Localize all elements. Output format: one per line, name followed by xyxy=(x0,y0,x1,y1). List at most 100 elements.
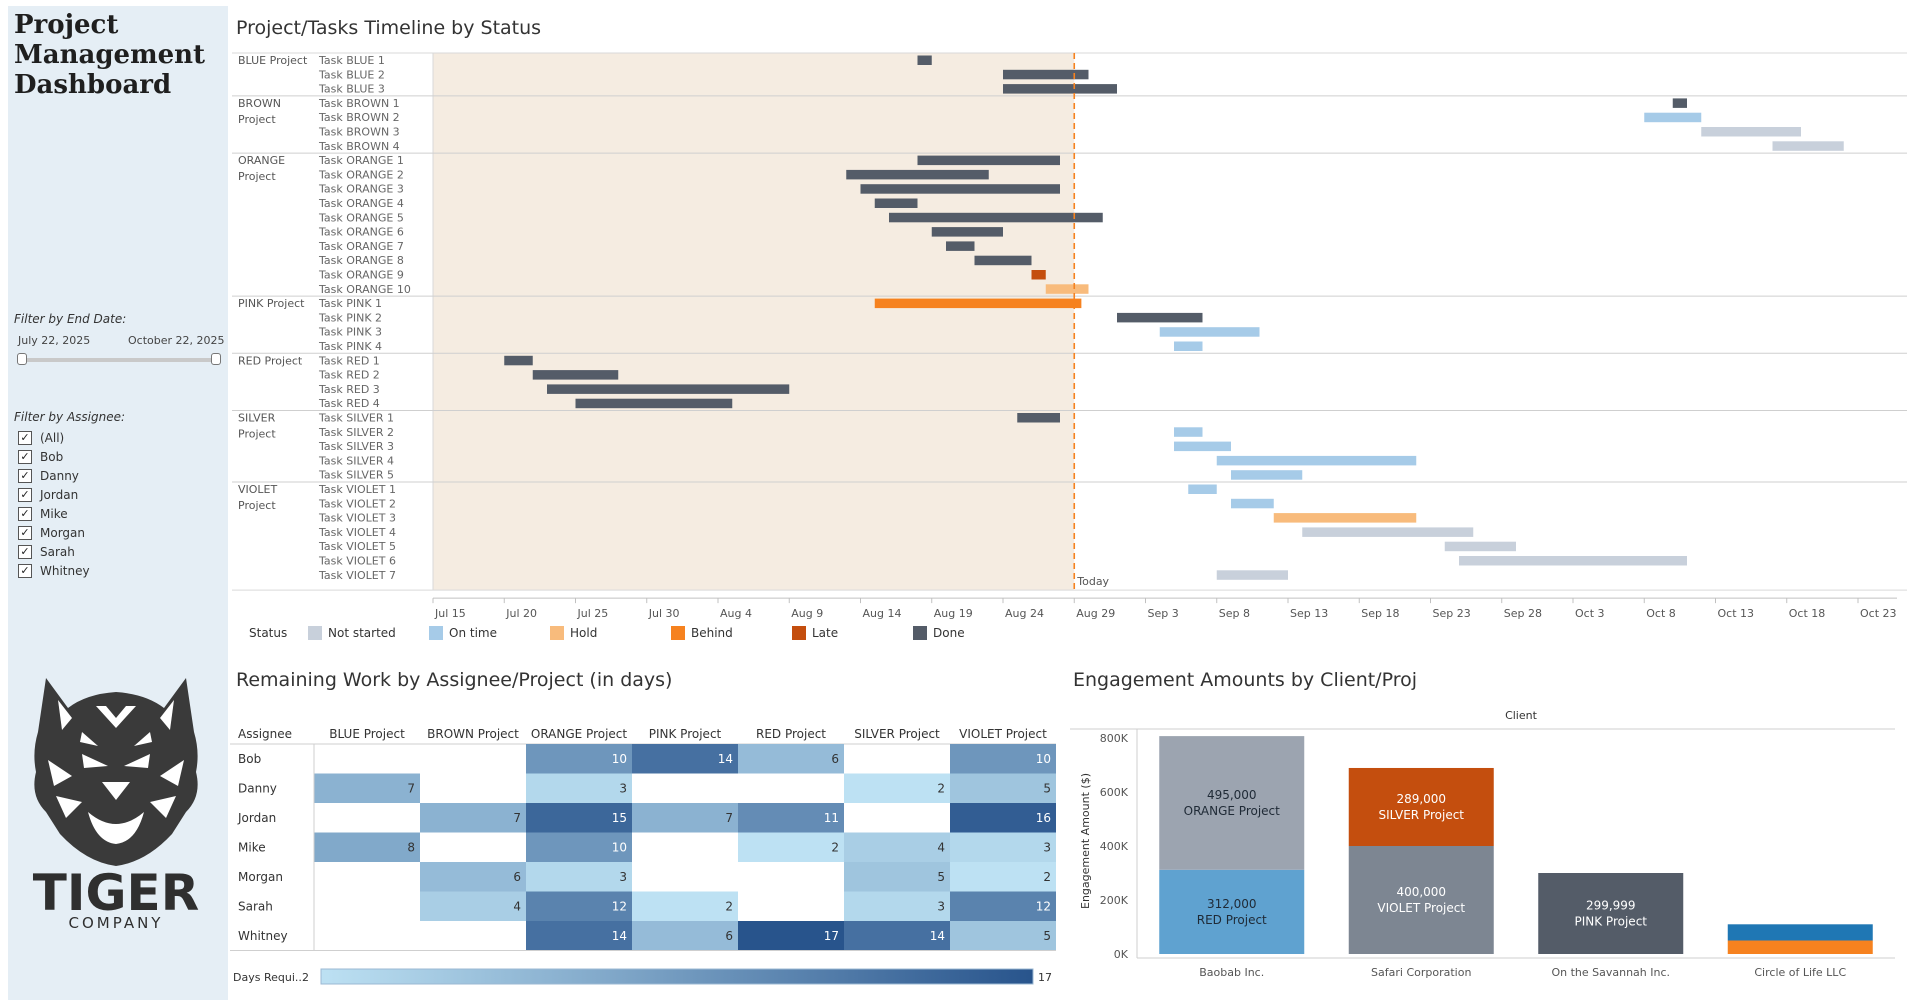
assignee-filter-item[interactable]: ✓ Danny xyxy=(18,467,79,485)
bar-segment xyxy=(1538,873,1684,954)
x-category-label: Circle of Life LLC xyxy=(1754,966,1846,979)
task-label: Task BLUE 1 xyxy=(318,54,385,67)
chart-subtitle: Client xyxy=(1505,709,1538,722)
assignee-filter-item[interactable]: ✓ Bob xyxy=(18,448,63,466)
heatmap-cell xyxy=(420,891,526,921)
bar-value-label: 299,999 xyxy=(1586,899,1636,913)
heatmap-cell xyxy=(738,921,844,951)
heatmap-cell xyxy=(632,891,738,921)
assignee-filter-label: Mike xyxy=(40,507,68,521)
heatmap-cell-value: 2 xyxy=(725,899,733,913)
checkbox-icon[interactable]: ✓ xyxy=(18,469,32,483)
task-label: Task RED 4 xyxy=(318,397,380,410)
bar-project-label: ORANGE Project xyxy=(1184,804,1281,818)
checkbox-icon[interactable]: ✓ xyxy=(18,431,32,445)
task-label: Task VIOLET 7 xyxy=(318,569,396,582)
heatmap-row-label: Jordan xyxy=(237,811,276,825)
heatmap-cell-value: 5 xyxy=(1043,929,1051,943)
bar-project-label: SILVER Project xyxy=(1378,808,1464,822)
task-label: Task SILVER 1 xyxy=(318,412,394,425)
bar-segment xyxy=(1348,767,1494,846)
task-bar xyxy=(1444,541,1516,552)
heatmap-cell-value: 4 xyxy=(513,899,521,913)
heatmap-cell xyxy=(526,803,632,833)
assignee-filter-item[interactable]: ✓ (All) xyxy=(18,429,64,447)
assignee-filter-item[interactable]: ✓ Whitney xyxy=(18,562,90,580)
heatmap-cell xyxy=(950,921,1056,951)
legend-item: On time xyxy=(429,626,497,640)
bar-segment xyxy=(1348,846,1494,954)
assignee-filter-item[interactable]: ✓ Sarah xyxy=(18,543,75,561)
heatmap-cell xyxy=(844,832,950,862)
legend-item: Late xyxy=(792,626,838,640)
task-bar xyxy=(547,384,790,394)
task-bar xyxy=(1302,527,1474,537)
task-bar xyxy=(575,398,733,409)
heatmap-row-label: Whitney xyxy=(238,929,288,943)
heatmap-cell xyxy=(526,773,632,803)
heatmap-cell xyxy=(844,921,950,951)
today-label: Today xyxy=(1076,575,1109,588)
legend-label: Done xyxy=(933,626,965,640)
axis-tick-label: Jul 20 xyxy=(505,607,537,620)
heatmap-cell xyxy=(950,744,1056,774)
checkbox-icon[interactable]: ✓ xyxy=(18,488,32,502)
bar-value-label: 400,000 xyxy=(1396,885,1446,899)
checkbox-icon[interactable]: ✓ xyxy=(18,526,32,540)
legend-swatch xyxy=(671,626,685,640)
heatmap-column-header: ORANGE Project xyxy=(531,727,628,741)
checkbox-icon[interactable]: ✓ xyxy=(18,507,32,521)
assignee-filter-label: Danny xyxy=(40,469,79,483)
heatmap-cell-value: 3 xyxy=(619,870,627,884)
tiger-head-icon xyxy=(34,678,198,866)
task-bar xyxy=(1174,341,1203,351)
checkbox-icon[interactable]: ✓ xyxy=(18,450,32,464)
axis-tick-label: Aug 24 xyxy=(1005,607,1044,620)
task-bar xyxy=(1188,484,1217,494)
task-label: Task ORANGE 3 xyxy=(318,183,404,196)
assignee-filter-item[interactable]: ✓ Jordan xyxy=(18,486,78,504)
assignee-filter-item[interactable]: ✓ Morgan xyxy=(18,524,85,542)
heatmap-cell-value: 2 xyxy=(937,781,945,795)
assignee-filter-item[interactable]: ✓ Mike xyxy=(18,505,68,523)
legend-label: Behind xyxy=(691,626,733,640)
assignee-filter-label: Filter by Assignee: xyxy=(14,410,126,424)
heatmap-cell xyxy=(950,832,1056,862)
legend-swatch xyxy=(550,626,564,640)
legend-item: Not started xyxy=(308,626,396,640)
heatmap-row-label: Danny xyxy=(238,781,277,795)
project-label: Project xyxy=(238,170,276,183)
project-label: Project xyxy=(238,113,276,126)
end-date-slider-start-handle[interactable] xyxy=(17,353,27,365)
heatmap-chart: Assignee BLUE Project BROWN Project ORANGE … xyxy=(230,727,1056,985)
axis-tick-label: Oct 18 xyxy=(1789,607,1826,620)
legend-swatch xyxy=(792,626,806,640)
legend-swatch xyxy=(913,626,927,640)
task-label: Task BLUE 3 xyxy=(318,83,385,96)
y-tick-label: 0K xyxy=(1114,948,1129,961)
axis-tick-label: Sep 8 xyxy=(1219,607,1250,620)
heatmap-cell-value: 10 xyxy=(1036,752,1051,766)
heatmap-cell-value: 10 xyxy=(612,840,627,854)
end-date-slider-end-handle[interactable] xyxy=(211,353,221,365)
checkbox-icon[interactable]: ✓ xyxy=(18,545,32,559)
task-label: Task VIOLET 2 xyxy=(318,497,396,510)
heatmap-cell xyxy=(844,862,950,892)
task-bar xyxy=(1231,498,1274,509)
axis-tick-label: Jul 30 xyxy=(648,607,680,620)
axis-tick-label: Jul 15 xyxy=(434,607,466,620)
task-label: Task RED 3 xyxy=(318,383,380,396)
task-bar xyxy=(1017,413,1060,423)
checkbox-icon[interactable]: ✓ xyxy=(18,564,32,578)
task-label: Task BLUE 2 xyxy=(318,68,385,81)
heatmap-title: Remaining Work by Assignee/Project (in d… xyxy=(236,669,673,691)
axis-tick-label: Jul 25 xyxy=(577,607,609,620)
task-label: Task ORANGE 5 xyxy=(318,211,404,224)
task-label: Task ORANGE 1 xyxy=(318,154,404,167)
task-label: Task RED 2 xyxy=(318,369,380,382)
legend-label: On time xyxy=(449,626,497,640)
task-bar xyxy=(846,169,989,180)
scale-label: Days Requi.. xyxy=(233,971,302,984)
task-bar xyxy=(1031,270,1046,280)
end-date-slider-track[interactable] xyxy=(20,358,216,362)
